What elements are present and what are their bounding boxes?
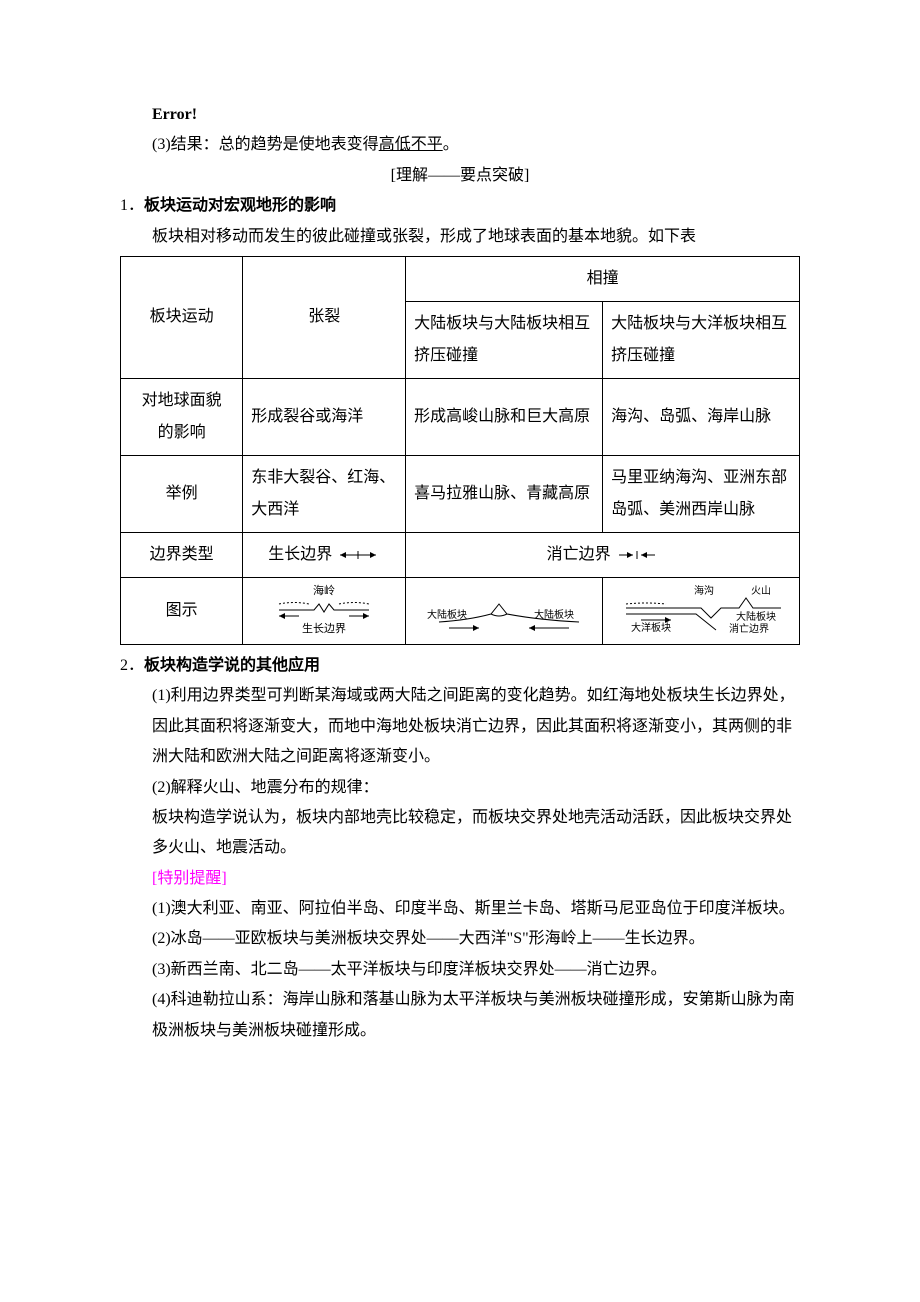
heading-2: 2．板块构造学说的其他应用	[120, 651, 800, 681]
cell-diagram-co: 海沟 火山 大洋板块 大陆板块 消亡边界	[603, 577, 800, 644]
reminder-4: (4)科迪勒拉山系：海岸山脉和落基山脉为太平洋板块与美洲板块碰撞形成，安第斯山脉…	[120, 985, 800, 1046]
convergent-arrows-icon	[615, 549, 659, 561]
cell-collision: 相撞	[406, 256, 800, 301]
effect-a: 对地球面貌	[142, 392, 222, 409]
table-row: 板块运动 张裂 相撞	[121, 256, 800, 301]
cell-effect-co: 海沟、岛弧、海岸山脉	[603, 378, 800, 455]
result-prefix: (3)结果：	[152, 136, 219, 153]
document-page: Error! (3)结果：总的趋势是使地表变得高低不平。 [理解——要点突破] …	[0, 0, 920, 1302]
boundary-destroy-text: 消亡边界	[547, 546, 611, 563]
table-row: 对地球面貌 的影响 形成裂谷或海洋 形成高峻山脉和巨大高原 海沟、岛弧、海岸山脉	[121, 378, 800, 455]
cell-effect-cc: 形成高峻山脉和巨大高原	[406, 378, 603, 455]
para-2-2: (2)解释火山、地震分布的规律：	[120, 773, 800, 803]
cell-divergent: 张裂	[243, 256, 406, 378]
result-underline: 高低不平	[379, 136, 443, 153]
reminder-3: (3)新西兰南、北二岛——太平洋板块与印度洋板块交界处——消亡边界。	[120, 955, 800, 985]
heading-1-num: 1．	[120, 197, 144, 214]
heading-1-text: 板块运动对宏观地形的影响	[144, 197, 336, 214]
cell-diagram-label: 图示	[121, 577, 243, 644]
boundary-grow-text: 生长边界	[268, 546, 332, 563]
cell-example-div: 东非大裂谷、红海、大西洋	[243, 455, 406, 532]
heading-1-paragraph: 板块相对移动而发生的彼此碰撞或张裂，形成了地球表面的基本地貌。如下表	[120, 222, 800, 252]
illus2-a: 大陆板块	[427, 608, 467, 621]
illus3-b3: 消亡边界	[729, 622, 769, 635]
result-body: 总的趋势是使地表变得	[219, 136, 379, 153]
cell-boundary-label: 边界类型	[121, 532, 243, 577]
illus3-b1: 大洋板块	[631, 621, 671, 634]
table-row: 图示 海岭 生长边界	[121, 577, 800, 644]
cell-effect-div: 形成裂谷或海洋	[243, 378, 406, 455]
para-2-2b: 板块构造学说认为，板块内部地壳比较稳定，而板块交界处地壳活动活跃，因此板块交界处…	[120, 803, 800, 864]
illus1-bot: 生长边界	[302, 621, 346, 635]
sub-heading: [理解——要点突破]	[120, 161, 800, 191]
special-reminder-title: [特别提醒]	[120, 864, 800, 894]
trench-diagram-icon: 海沟 火山 大洋板块 大陆板块 消亡边界	[616, 584, 786, 638]
table-row: 边界类型 生长边界 消亡边界	[121, 532, 800, 577]
cell-example-cc: 喜马拉雅山脉、青藏高原	[406, 455, 603, 532]
illus3-top1: 海沟	[694, 584, 714, 597]
illus3-top2: 火山	[751, 585, 771, 597]
illus1-top: 海岭	[313, 584, 335, 597]
ridge-diagram-icon: 海岭 生长边界	[259, 584, 389, 638]
heading-2-text: 板块构造学说的其他应用	[144, 657, 320, 674]
reminder-2: (2)冰岛——亚欧板块与美洲板块交界处——大西洋"S"形海岭上——生长边界。	[120, 924, 800, 954]
heading-2-num: 2．	[120, 657, 144, 674]
error-text: Error!	[120, 100, 800, 130]
cell-example-label: 举例	[121, 455, 243, 532]
cell-boundary-destroy: 消亡边界	[406, 532, 800, 577]
cell-diagram-grow: 海岭 生长边界	[243, 577, 406, 644]
heading-1: 1．板块运动对宏观地形的影响	[120, 191, 800, 221]
cell-diagram-cc: 大陆板块 大陆板块	[406, 577, 603, 644]
plate-motion-table: 板块运动 张裂 相撞 大陆板块与大陆板块相互挤压碰撞 大陆板块与大洋板块相互挤压…	[120, 256, 800, 645]
table-row: 举例 东非大裂谷、红海、大西洋 喜马拉雅山脉、青藏高原 马里亚纳海沟、亚洲东部岛…	[121, 455, 800, 532]
cell-boundary-grow: 生长边界	[243, 532, 406, 577]
cell-example-co: 马里亚纳海沟、亚洲东部岛弧、美洲西岸山脉	[603, 455, 800, 532]
result-line: (3)结果：总的趋势是使地表变得高低不平。	[120, 130, 800, 160]
result-end: 。	[443, 136, 459, 153]
cell-effect-label: 对地球面貌 的影响	[121, 378, 243, 455]
reminder-1: (1)澳大利亚、南亚、阿拉伯半岛、印度半岛、斯里兰卡岛、塔斯马尼亚岛位于印度洋板…	[120, 894, 800, 924]
effect-b: 的影响	[158, 424, 206, 441]
divergent-arrows-icon	[336, 549, 380, 561]
cell-motion: 板块运动	[121, 256, 243, 378]
cell-cont-cont: 大陆板块与大陆板块相互挤压碰撞	[406, 301, 603, 378]
illus2-b: 大陆板块	[534, 608, 574, 621]
para-2-1: (1)利用边界类型可判断某海域或两大陆之间距离的变化趋势。如红海地处板块生长边界…	[120, 681, 800, 772]
cell-cont-ocean: 大陆板块与大洋板块相互挤压碰撞	[603, 301, 800, 378]
mountain-diagram-icon: 大陆板块 大陆板块	[419, 584, 589, 638]
illus3-b2: 大陆板块	[736, 610, 776, 623]
